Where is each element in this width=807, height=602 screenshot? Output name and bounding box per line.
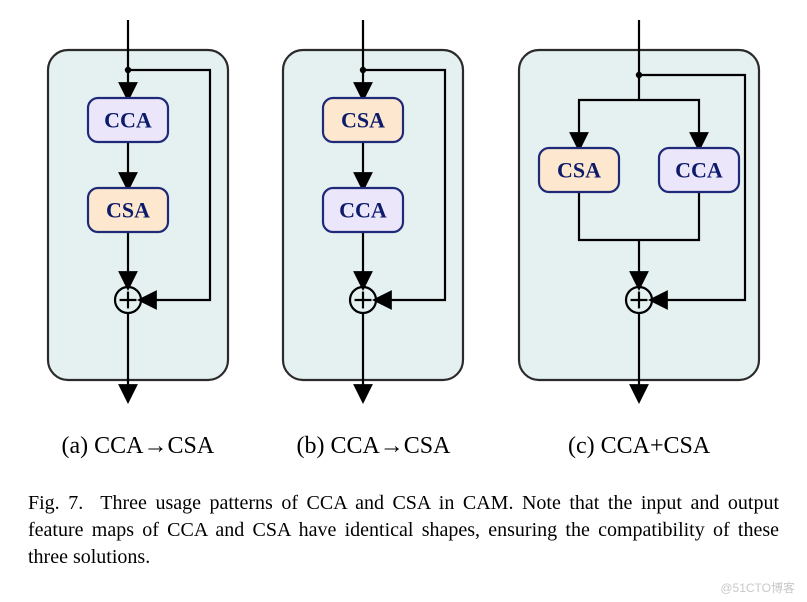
diagram-b: CSA CCA (273, 20, 473, 410)
figure-caption: Fig. 7. Three usage patterns of CCA and … (20, 490, 787, 571)
csa-box: CSA (323, 98, 403, 142)
subcaption-b: (b) CCA→CSA (296, 433, 450, 460)
panel-a: CCA CSA (38, 20, 238, 415)
subcaption-c: (c) CCA+CSA (568, 433, 710, 460)
svg-text:CCA: CCA (104, 108, 152, 133)
cca-box: CCA (323, 188, 403, 232)
panel-b-wrap: CSA CCA (b) CCA→CSA (273, 20, 473, 460)
csa-box: CSA (539, 148, 619, 192)
svg-text:CCA: CCA (340, 198, 388, 223)
svg-text:CSA: CSA (106, 198, 150, 223)
panel-a-wrap: CCA CSA (a) CCA→CSA (38, 20, 238, 460)
panel-c: CSA CCA (509, 20, 769, 415)
cca-box: CCA (659, 148, 739, 192)
subcaption-a: (a) CCA→CSA (61, 433, 214, 460)
cca-box: CCA (88, 98, 168, 142)
panel-c-wrap: CSA CCA (c) CCA+CSA (509, 20, 769, 460)
diagram-row: CCA CSA (a) CCA→CSA CSA CCA (b) CCA→CSA CS… (20, 20, 787, 460)
svg-text:CSA: CSA (341, 108, 385, 133)
svg-text:CCA: CCA (675, 158, 723, 183)
caption-body: Three usage patterns of CCA and CSA in C… (28, 492, 779, 568)
csa-box: CSA (88, 188, 168, 232)
caption-prefix: Fig. 7. (28, 492, 83, 514)
panel-b: CSA CCA (273, 20, 473, 415)
watermark-text: @51CTO博客 (720, 579, 795, 596)
svg-text:CSA: CSA (557, 158, 601, 183)
diagram-c: CSA CCA (509, 20, 769, 410)
diagram-a: CCA CSA (38, 20, 238, 410)
